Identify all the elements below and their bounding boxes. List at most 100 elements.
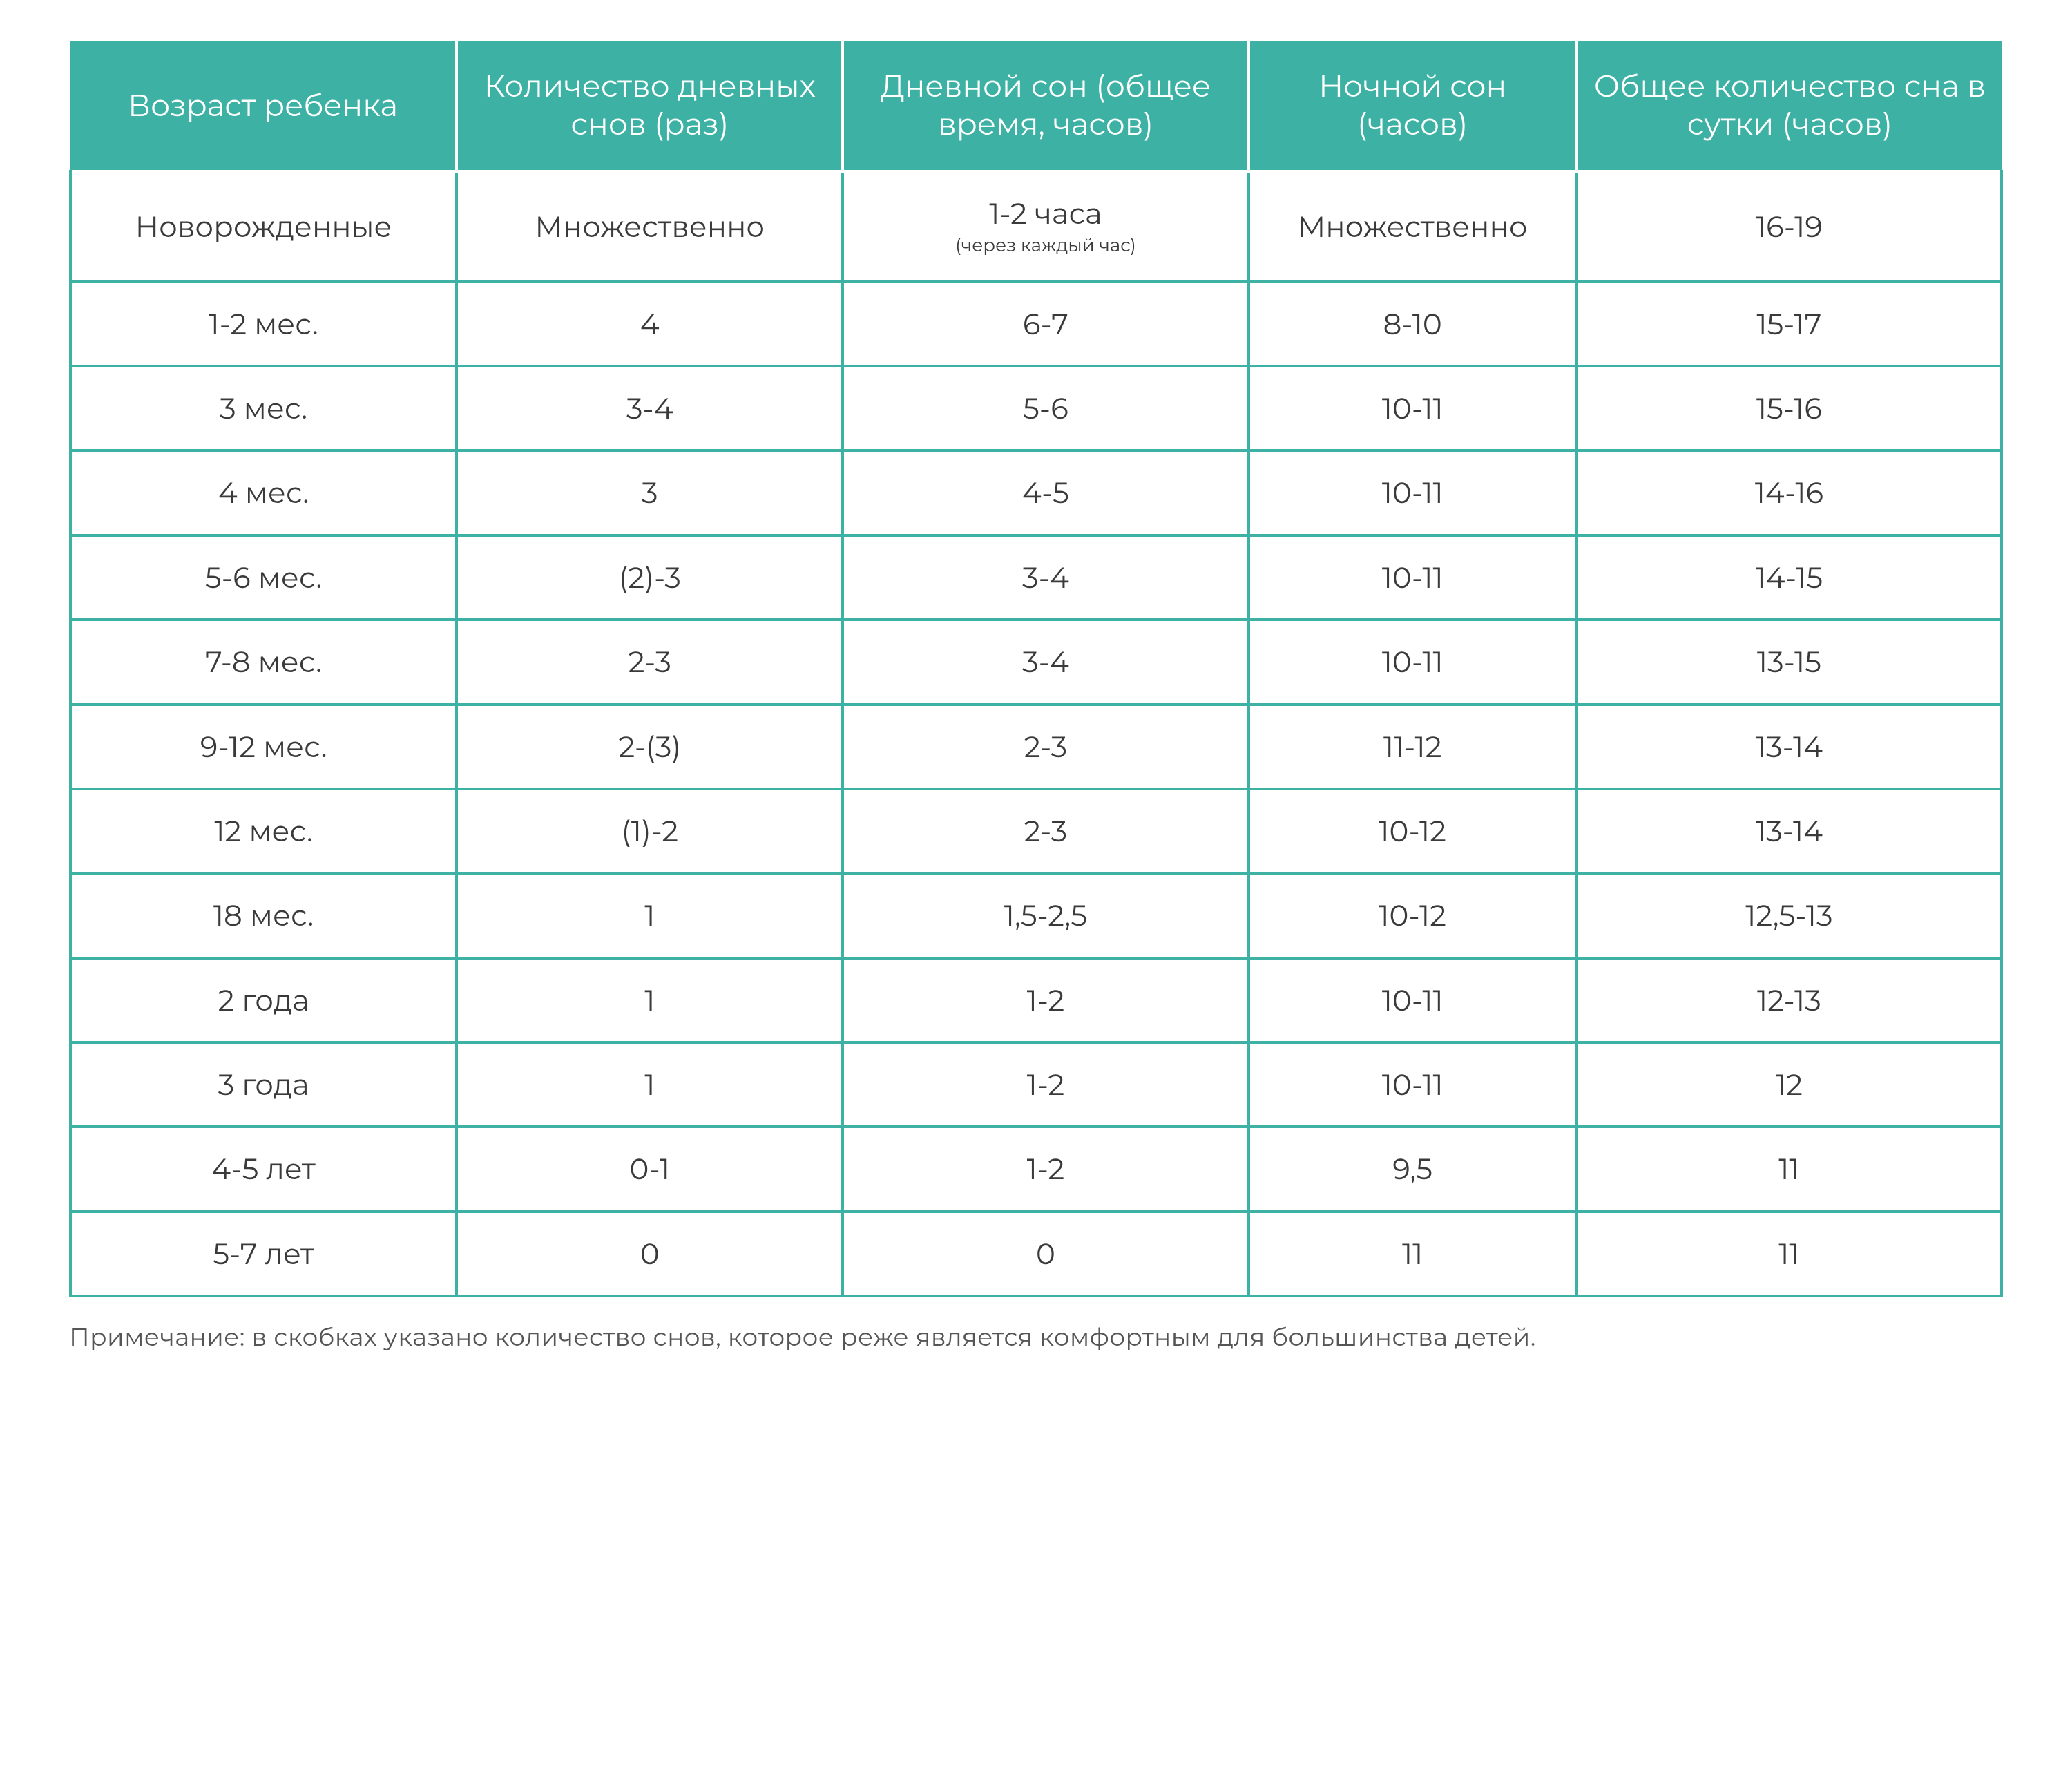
table-cell-text: Множественно <box>535 209 765 245</box>
table-header-cell: Возраст ребенка <box>70 41 457 171</box>
table-cell: 4-5 лет <box>70 1127 457 1211</box>
table-cell-text: Множественно <box>1298 209 1528 245</box>
table-header-row: Возраст ребенкаКоличество дневных снов (… <box>70 41 2002 171</box>
table-cell-text: 14-15 <box>1756 560 1823 595</box>
table-cell: 4 <box>457 282 843 366</box>
table-cell: 3 года <box>70 1042 457 1127</box>
table-cell: 2-(3) <box>457 705 843 789</box>
footnote: Примечание: в скобках указано количество… <box>69 1322 2003 1353</box>
table-cell: 5-6 мес. <box>70 535 457 620</box>
table-cell-text: 12-13 <box>1757 982 1821 1018</box>
table-cell-text: 5-7 лет <box>213 1236 314 1272</box>
table-cell: 2 года <box>70 958 457 1042</box>
table-cell-text: 9-12 мес. <box>200 729 327 765</box>
table-cell: 1-2 <box>843 1127 1248 1211</box>
table-cell: 1,5-2,5 <box>843 873 1248 957</box>
table-cell: 4 мес. <box>70 450 457 535</box>
table-cell: (2)-3 <box>457 535 843 620</box>
table-header-cell: Ночной сон (часов) <box>1249 41 1577 171</box>
table-cell-text: 1-2 <box>1027 982 1065 1018</box>
table-row: 18 мес.11,5-2,510-1212,5-13 <box>70 873 2002 957</box>
table-cell-text: 0 <box>640 1236 660 1272</box>
table-cell: 11 <box>1577 1212 2002 1296</box>
table-cell-text: 5-6 <box>1023 390 1068 426</box>
table-header-cell: Количество дневных снов (раз) <box>457 41 843 171</box>
table-cell: 3 <box>457 450 843 535</box>
table-cell-text: 15-17 <box>1756 306 1821 342</box>
table-cell-text: 1-2 мес. <box>209 306 318 342</box>
table-cell-text: 3 <box>642 475 658 510</box>
table-row: 7-8 мес. 2-3 3-4 10-11 13-15 <box>70 620 2002 704</box>
table-cell: 3 мес. <box>70 366 457 450</box>
table-cell: Новорожденные <box>70 171 457 282</box>
table-cell-text: 4-5 <box>1022 475 1069 510</box>
table-cell-text: 11 <box>1778 1236 1799 1272</box>
table-cell-text: 2 года <box>218 982 309 1018</box>
table-body: НоворожденныеМножественно1-2 часа(через … <box>70 171 2002 1296</box>
table-cell: 2-3 <box>843 789 1248 873</box>
table-cell: 18 мес. <box>70 873 457 957</box>
table-cell: 10-11 <box>1249 535 1577 620</box>
table-cell-text: 2-3 <box>1024 729 1067 765</box>
table-row: 2 года11-210-1112-13 <box>70 958 2002 1042</box>
table-row: 4 мес. 3 4-5 10-11 14-16 <box>70 450 2002 535</box>
table-cell-text: 13-14 <box>1756 813 1823 849</box>
table-row: 3 мес. 3-4 5-6 10-11 15-16 <box>70 366 2002 450</box>
table-cell-text: 12 <box>1776 1067 1803 1102</box>
table-cell-text: 1 <box>644 1067 655 1102</box>
table-cell: 10-11 <box>1249 620 1577 704</box>
table-cell: 10-11 <box>1249 450 1577 535</box>
table-cell: 1 <box>457 873 843 957</box>
table-cell-text: 2-(3) <box>618 729 681 765</box>
table-cell: 10-11 <box>1249 1042 1577 1127</box>
table-cell-text: 4 мес. <box>218 475 309 510</box>
table-cell: 0-1 <box>457 1127 843 1211</box>
table-cell-text: 0 <box>1036 1236 1055 1272</box>
table-cell: 6-7 <box>843 282 1248 366</box>
table-row: НоворожденныеМножественно1-2 часа(через … <box>70 171 2002 282</box>
table-cell-text: (2)-3 <box>619 560 681 595</box>
table-cell-text: 1 <box>644 897 655 933</box>
table-cell: 15-17 <box>1577 282 2002 366</box>
table-cell-text: 0-1 <box>629 1151 670 1187</box>
table-cell-text: 2-3 <box>1024 813 1067 849</box>
table-cell: 16-19 <box>1577 171 2002 282</box>
table-cell-text: 10-11 <box>1382 644 1443 680</box>
table-cell-text: 11-12 <box>1383 729 1442 765</box>
table-cell-text: 12,5-13 <box>1745 897 1832 933</box>
table-cell-text: 15-16 <box>1756 390 1822 426</box>
table-cell-text: 10-11 <box>1382 390 1443 426</box>
table-cell: 10-11 <box>1249 366 1577 450</box>
table-cell-text: 8-10 <box>1383 306 1442 342</box>
table-cell: 13-15 <box>1577 620 2002 704</box>
sleep-table: Возраст ребенкаКоличество дневных снов (… <box>69 41 2003 1297</box>
table-cell: 1-2 <box>843 1042 1248 1127</box>
table-cell-text: 7-8 мес. <box>205 644 322 680</box>
table-cell: 11-12 <box>1249 705 1577 789</box>
table-cell: 2-3 <box>457 620 843 704</box>
table-cell-text: 6-7 <box>1023 306 1068 342</box>
table-cell-text: 4-5 лет <box>211 1151 315 1187</box>
table-cell: 14-16 <box>1577 450 2002 535</box>
table-cell-text: 1 <box>644 982 655 1018</box>
table-cell-text: 9,5 <box>1392 1151 1432 1187</box>
table-cell-text: 14-16 <box>1755 475 1823 510</box>
table-cell-text: 1,5-2,5 <box>1004 897 1087 933</box>
table-cell-text: 3 мес. <box>220 390 307 426</box>
table-cell: (1)-2 <box>457 789 843 873</box>
table-cell: 3-4 <box>843 620 1248 704</box>
table-cell-text: 13-14 <box>1756 729 1823 765</box>
table-row: 3 года 1 1-210-11 12 <box>70 1042 2002 1127</box>
table-cell-text: 3-4 <box>626 390 673 426</box>
table-cell-text: 10-11 <box>1382 475 1443 510</box>
table-cell-text: 10-12 <box>1379 813 1446 849</box>
table-cell-text: 1-2 часа <box>989 195 1102 231</box>
table-cell-text: 3-4 <box>1022 560 1069 595</box>
table-cell-text: 16-19 <box>1756 209 1823 245</box>
table-cell: Множественно <box>1249 171 1577 282</box>
table-cell-text: 13-15 <box>1757 644 1821 680</box>
table-cell-text: 18 мес. <box>213 897 314 933</box>
table-cell: 10-12 <box>1249 789 1577 873</box>
table-cell-text: 2-3 <box>629 644 671 680</box>
table-cell: 5-7 лет <box>70 1212 457 1296</box>
